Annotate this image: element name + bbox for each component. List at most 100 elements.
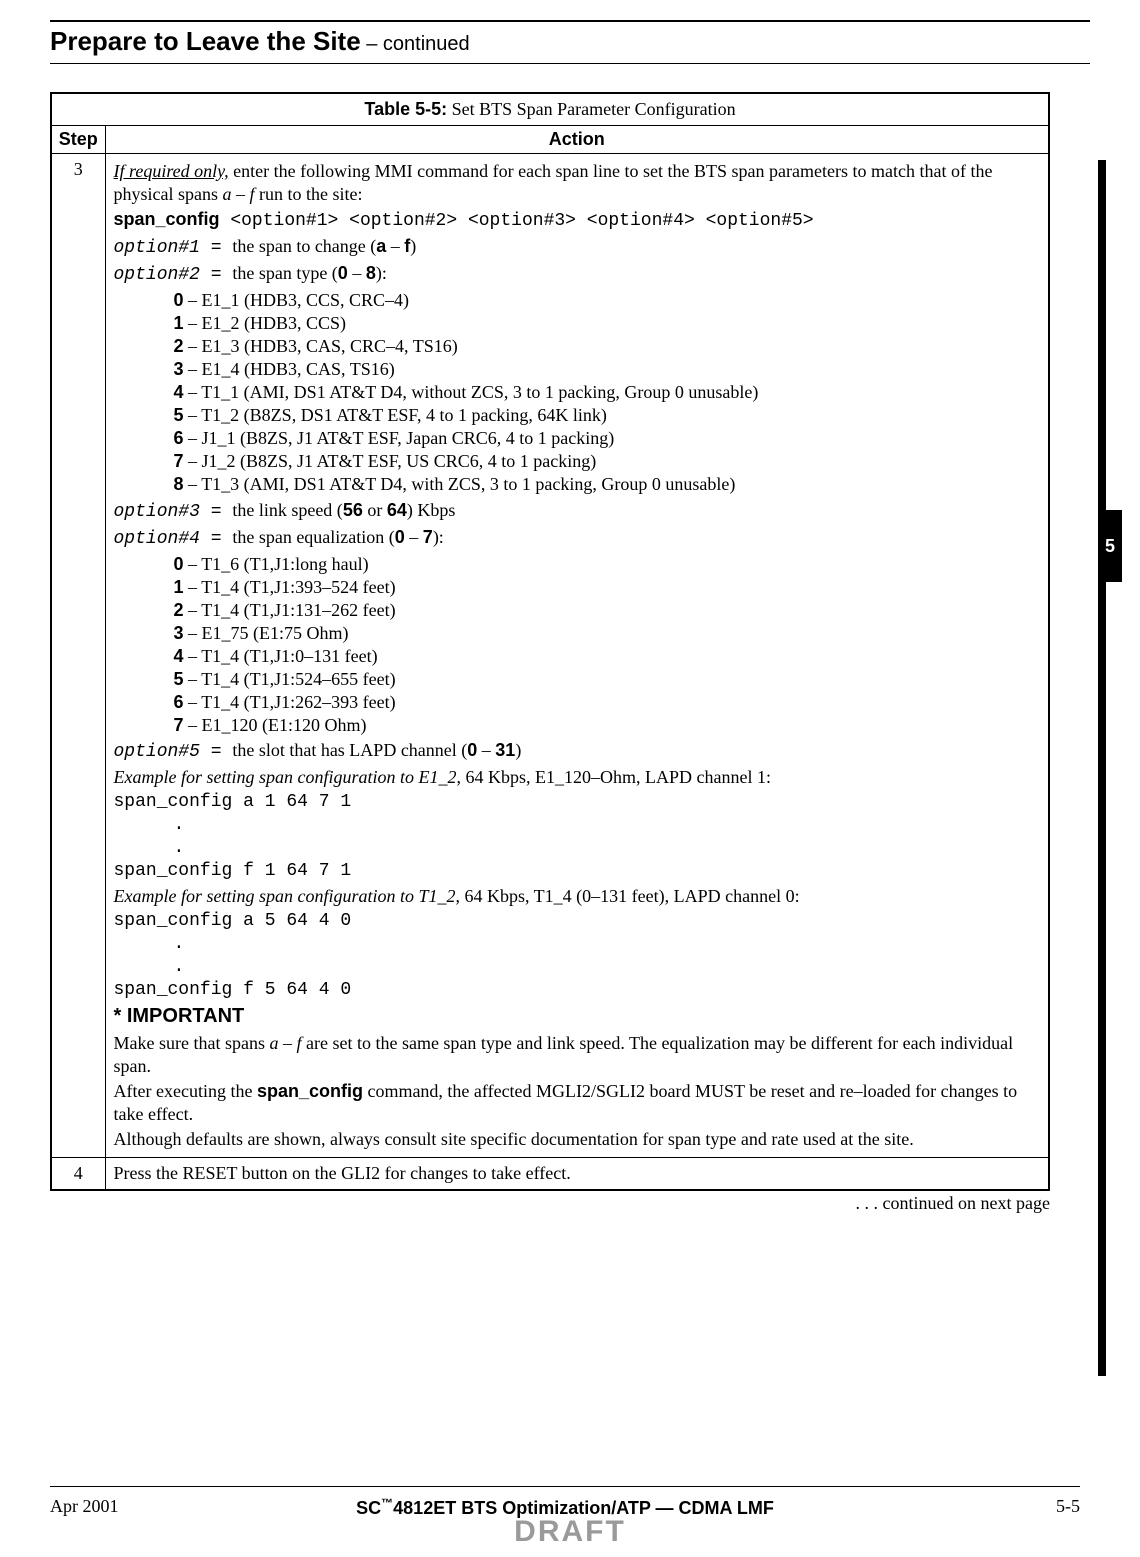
list-item: 1 – E1_2 (HDB3, CCS) (174, 312, 1041, 335)
ex-dots: . (114, 814, 1041, 837)
opt4-a: the span equalization ( (232, 527, 394, 547)
footer-page: 5-5 (1056, 1496, 1080, 1517)
opt3-b: 56 (343, 500, 363, 520)
step-header: Step (51, 126, 105, 154)
opt2-list: 0 – E1_1 (HDB3, CCS, CRC–4) 1 – E1_2 (HD… (114, 289, 1041, 496)
opt1-c: – (386, 236, 404, 256)
option3: option#3 = the link speed (56 or 64) Kbp… (114, 499, 1041, 524)
table-caption: Table 5-5: Set BTS Span Parameter Config… (51, 93, 1049, 126)
continued-text: . . . continued on next page (50, 1193, 1050, 1214)
opt1-a: the span to change ( (232, 236, 376, 256)
opt2-e: ): (376, 263, 387, 283)
opt-eq: = (200, 238, 232, 258)
opt1-b: a (376, 236, 386, 256)
list-item: 8 – T1_3 (AMI, DS1 AT&T D4, with ZCS, 3 … (174, 473, 1041, 496)
ex-dots: . (114, 956, 1041, 979)
step3-action: If required only, enter the following MM… (105, 154, 1049, 1158)
ex-dots: . (114, 933, 1041, 956)
span-config-table: Table 5-5: Set BTS Span Parameter Config… (50, 92, 1050, 1191)
list-item: 7 – J1_2 (B8ZS, J1 AT&T ESF, US CRC6, 4 … (174, 450, 1041, 473)
opt3-a: the link speed ( (232, 500, 342, 520)
ex-dots: . (114, 837, 1041, 860)
list-item: 3 – E1_75 (E1:75 Ohm) (174, 622, 1041, 645)
opt-eq: = (200, 742, 232, 762)
important-p2: After executing the span_config command,… (114, 1080, 1041, 1126)
table-wrap: Table 5-5: Set BTS Span Parameter Config… (50, 92, 1090, 1214)
list-item: 1 – T1_4 (T1,J1:393–524 feet) (174, 576, 1041, 599)
example1-label: Example for setting span configuration t… (114, 766, 1041, 789)
tab-block-top (1098, 510, 1122, 534)
list-item: 3 – E1_4 (HDB3, CAS, TS16) (174, 358, 1041, 381)
intro-ital: a – f (222, 184, 254, 204)
opt3-d: 64 (387, 500, 407, 520)
list-item: 4 – T1_1 (AMI, DS1 AT&T D4, without ZCS,… (174, 381, 1041, 404)
caption-rest: Set BTS Span Parameter Configuration (447, 99, 735, 119)
tab-block-bot (1098, 558, 1122, 582)
opt4-lhs: option#4 (114, 529, 200, 549)
step-number: 3 (51, 154, 105, 1158)
cmd-name: span_config (114, 209, 220, 229)
ex2-line1: span_config a 5 64 4 0 (114, 910, 1041, 933)
table-row: 4 Press the RESET button on the GLI2 for… (51, 1157, 1049, 1190)
intro-end: run to the site: (255, 184, 363, 204)
tab-number: 5 (1098, 534, 1122, 558)
opt3-e: ) Kbps (407, 500, 456, 520)
opt5-b: 0 (467, 740, 477, 760)
draft-watermark: DRAFT (0, 1515, 1140, 1549)
option1: option#1 = the span to change (a – f) (114, 235, 1041, 260)
step-number: 4 (51, 1157, 105, 1190)
opt-eq: = (200, 529, 232, 549)
opt2-lhs: option#2 (114, 265, 200, 285)
opt4-c: – (405, 527, 423, 547)
opt4-d: 7 (423, 527, 433, 547)
opt2-a: the span type ( (232, 263, 337, 283)
cmd-line: span_config <option#1> <option#2> <optio… (114, 208, 1041, 233)
list-item: 5 – T1_2 (B8ZS, DS1 AT&T ESF, 4 to 1 pac… (174, 404, 1041, 427)
option2: option#2 = the span type (0 – 8): (114, 262, 1041, 287)
table-row: 3 If required only, enter the following … (51, 154, 1049, 1158)
opt2-b: 0 (338, 263, 348, 283)
caption-bold: Table 5-5: (364, 99, 447, 119)
list-item: 2 – E1_3 (HDB3, CAS, CRC–4, TS16) (174, 335, 1041, 358)
footer-tm: ™ (381, 1496, 393, 1510)
list-item: 6 – J1_1 (B8ZS, J1 AT&T ESF, Japan CRC6,… (174, 427, 1041, 450)
list-item: 7 – E1_120 (E1:120 Ohm) (174, 714, 1041, 737)
list-item: 0 – T1_6 (T1,J1:long haul) (174, 553, 1041, 576)
opt5-d: 31 (495, 740, 515, 760)
list-item: 0 – E1_1 (HDB3, CCS, CRC–4) (174, 289, 1041, 312)
section-tab: 5 (1098, 510, 1122, 582)
opt4-b: 0 (395, 527, 405, 547)
action-header: Action (105, 126, 1049, 154)
title-main: Prepare to Leave the Site (50, 26, 361, 56)
opt2-c: – (348, 263, 366, 283)
important-p3: Although defaults are shown, always cons… (114, 1128, 1041, 1151)
intro-para: If required only, enter the following MM… (114, 160, 1041, 206)
list-item: 6 – T1_4 (T1,J1:262–393 feet) (174, 691, 1041, 714)
opt-eq: = (200, 502, 232, 522)
opt5-e: ) (515, 740, 521, 760)
list-item: 2 – T1_4 (T1,J1:131–262 feet) (174, 599, 1041, 622)
list-item: 4 – T1_4 (T1,J1:0–131 feet) (174, 645, 1041, 668)
opt2-d: 8 (366, 263, 376, 283)
ex1-line1: span_config a 1 64 7 1 (114, 791, 1041, 814)
option4: option#4 = the span equalization (0 – 7)… (114, 526, 1041, 551)
cmd-args: <option#1> <option#2> <option#3> <option… (220, 211, 814, 231)
opt3-c: or (363, 500, 387, 520)
ex1-rest: , 64 Kbps, E1_120–Ohm, LAPD channel 1: (456, 767, 770, 787)
opt5-lhs: option#5 (114, 742, 200, 762)
intro-underline: If required only, (114, 161, 229, 181)
footer-date: Apr 2001 (50, 1496, 119, 1517)
footer-rule (50, 1486, 1080, 1487)
ex1-ital: Example for setting span configuration t… (114, 767, 457, 787)
step4-action: Press the RESET button on the GLI2 for c… (105, 1157, 1049, 1190)
revision-bar (1098, 160, 1106, 1376)
opt4-e: ): (433, 527, 444, 547)
opt3-lhs: option#3 (114, 502, 200, 522)
ex2-line2: span_config f 5 64 4 0 (114, 979, 1041, 1002)
opt1-lhs: option#1 (114, 238, 200, 258)
header-rule-bot (50, 63, 1090, 64)
list-item: 5 – T1_4 (T1,J1:524–655 feet) (174, 668, 1041, 691)
opt5-c: – (477, 740, 495, 760)
opt4-list: 0 – T1_6 (T1,J1:long haul) 1 – T1_4 (T1,… (114, 553, 1041, 737)
ex2-rest: , 64 Kbps, T1_4 (0–131 feet), LAPD chann… (456, 886, 800, 906)
